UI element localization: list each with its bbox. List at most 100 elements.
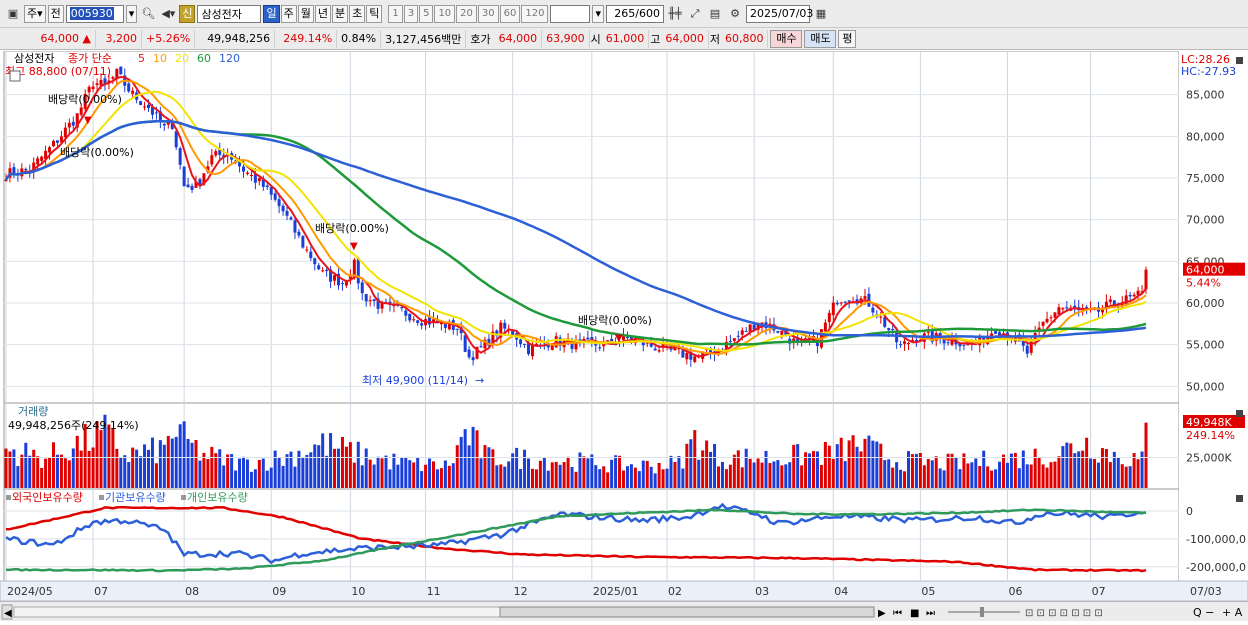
interval-tab[interactable]: 20 bbox=[456, 4, 477, 23]
scroll-thumb[interactable] bbox=[499, 606, 875, 618]
date-input[interactable]: 2025/07/03 bbox=[746, 4, 813, 23]
period-tab[interactable]: 틱 bbox=[366, 4, 383, 23]
volume-bar bbox=[376, 456, 380, 488]
stock-code-text: 005930 bbox=[69, 7, 114, 20]
volume-bar bbox=[360, 465, 364, 488]
volume-bar bbox=[724, 469, 728, 488]
stock-chart[interactable]: 85,00080,00075,00070,00065,00060,00055,0… bbox=[0, 51, 1248, 601]
candle-body bbox=[910, 340, 914, 342]
candle-type-icon[interactable]: ╫╪ bbox=[668, 7, 682, 20]
interval-tab[interactable]: 10 bbox=[434, 4, 456, 23]
panel-close-icon[interactable] bbox=[1236, 410, 1243, 417]
market-select[interactable]: 주 ▾ bbox=[24, 4, 46, 23]
volume-bar bbox=[194, 439, 198, 488]
candle-body bbox=[645, 342, 649, 344]
interval-tab[interactable]: 60 bbox=[499, 4, 521, 23]
draw-tool-icon[interactable]: ⤢ bbox=[690, 6, 700, 20]
volume-bar bbox=[598, 469, 602, 488]
candle-body bbox=[48, 147, 52, 153]
save-icon[interactable]: ▤ bbox=[709, 7, 721, 20]
volume-bar bbox=[12, 449, 16, 488]
bar-count-input[interactable]: 265/600 bbox=[606, 4, 664, 23]
panel-close-icon[interactable] bbox=[1236, 495, 1243, 502]
scroll-left-button[interactable] bbox=[1, 604, 13, 620]
volume-bar bbox=[352, 462, 356, 488]
rewind-icon[interactable]: ⏮ bbox=[893, 608, 902, 619]
zoom-icons[interactable]: ⊡ ⊡ ⊡ ⊡ ⊡ ⊡ ⊡ bbox=[1025, 608, 1103, 619]
panel-close-icon[interactable] bbox=[1236, 57, 1243, 64]
period-tab[interactable]: 주 bbox=[280, 4, 297, 23]
candle-body bbox=[622, 334, 625, 340]
candle-body bbox=[376, 298, 380, 309]
holdings-legend-item: 외국인보유수량 bbox=[12, 491, 83, 504]
zoom-out-icon[interactable]: Q − bbox=[1193, 606, 1214, 619]
volume-bar bbox=[633, 467, 637, 488]
volume-bar bbox=[614, 455, 618, 488]
interval-input[interactable] bbox=[550, 4, 591, 23]
candle-body bbox=[550, 345, 554, 350]
search-icon[interactable]: 🔍︎ bbox=[141, 7, 156, 20]
interval-dropdown-icon[interactable]: ▾ bbox=[592, 4, 604, 23]
candle-body bbox=[253, 174, 257, 183]
stop-icon[interactable]: ■ bbox=[910, 608, 919, 619]
volume-bar bbox=[4, 448, 8, 488]
dividend-arrow: ▼ bbox=[84, 115, 92, 126]
period-tab[interactable]: 초 bbox=[349, 4, 366, 23]
prefix-button[interactable]: 전 bbox=[47, 4, 64, 23]
volume-bar bbox=[503, 466, 507, 488]
candle-body bbox=[903, 341, 907, 344]
volume-bar bbox=[922, 465, 926, 488]
volume-bar bbox=[1097, 462, 1100, 488]
volume-bar bbox=[1061, 446, 1065, 488]
candle-body bbox=[1100, 309, 1104, 313]
volume-bar bbox=[661, 469, 665, 488]
code-dropdown-icon[interactable]: ▾ bbox=[125, 4, 138, 23]
play-icon[interactable]: ▶ bbox=[878, 608, 886, 619]
volume-bar bbox=[986, 466, 990, 488]
volume-bar bbox=[1093, 458, 1097, 488]
interval-tab[interactable]: 120 bbox=[521, 4, 549, 23]
candle-body bbox=[499, 322, 503, 338]
window-icon[interactable]: ▣ bbox=[7, 7, 19, 20]
period-tab[interactable]: 년 bbox=[314, 4, 331, 23]
volume-bar bbox=[230, 454, 234, 488]
volume-bar bbox=[36, 456, 40, 488]
volume-bar bbox=[249, 471, 253, 488]
volume-bar bbox=[364, 448, 368, 488]
interval-tab[interactable]: 1 bbox=[388, 4, 403, 23]
candle-body bbox=[170, 122, 174, 129]
panel-settings-icon[interactable] bbox=[9, 70, 21, 82]
volume-bar bbox=[978, 466, 982, 488]
candle-body bbox=[257, 178, 261, 182]
sell-button[interactable]: 매도 bbox=[804, 29, 837, 48]
interval-tab[interactable]: 5 bbox=[419, 4, 434, 23]
zoom-handle[interactable] bbox=[980, 607, 984, 617]
period-tab[interactable]: 일 bbox=[263, 4, 280, 23]
period-tab[interactable]: 분 bbox=[331, 4, 349, 23]
speaker-icon[interactable]: ◀▾ bbox=[161, 7, 176, 20]
period-tab[interactable]: 월 bbox=[297, 4, 314, 23]
forward-icon[interactable]: ⏭ bbox=[926, 608, 935, 619]
zoom-in-icon[interactable]: + A bbox=[1222, 606, 1243, 619]
buy-button[interactable]: 매수 bbox=[770, 29, 803, 48]
volume-bar bbox=[962, 453, 966, 488]
interval-tab[interactable]: 30 bbox=[477, 4, 499, 23]
legend-ma-period: 120 bbox=[219, 52, 240, 65]
low-arrow: → bbox=[475, 374, 484, 387]
x-axis-right-label: 07/03 bbox=[1190, 585, 1222, 598]
stock-code-input[interactable]: 005930 bbox=[65, 4, 124, 23]
price-value: 64,000 bbox=[40, 32, 80, 45]
volume-bar bbox=[950, 453, 954, 488]
volume-bar bbox=[879, 443, 883, 488]
avg-button[interactable]: 평 bbox=[838, 29, 857, 48]
volume-bar bbox=[554, 461, 558, 488]
volume-bar bbox=[649, 466, 653, 488]
volume-bar bbox=[1100, 448, 1104, 488]
interval-tab[interactable]: 3 bbox=[403, 4, 419, 23]
gear-icon[interactable]: ⚙ bbox=[730, 7, 740, 20]
volume-bar bbox=[439, 468, 443, 488]
calendar-icon[interactable]: ▦ bbox=[815, 7, 827, 20]
candle-body bbox=[574, 339, 578, 350]
candle-body bbox=[261, 178, 265, 187]
stock-name-field[interactable]: 삼성전자 bbox=[197, 4, 262, 23]
